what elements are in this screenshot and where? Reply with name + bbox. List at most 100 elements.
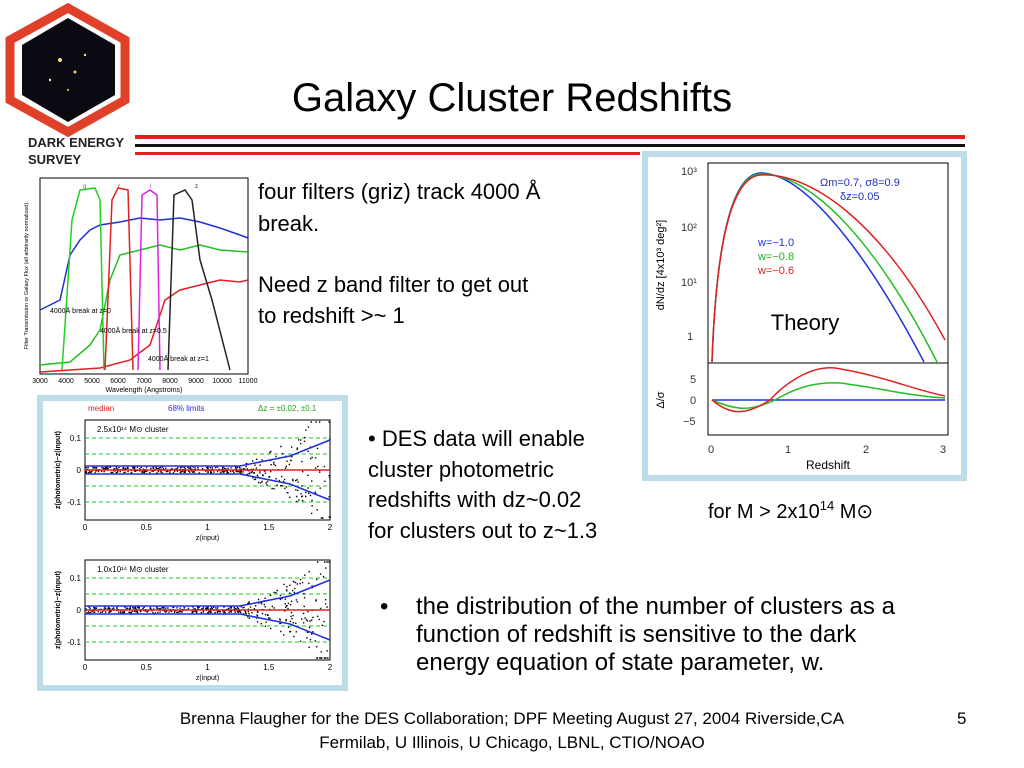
band-label: i xyxy=(150,184,151,190)
y-label: z(photometric)−z(input) xyxy=(55,571,62,649)
x-label: Redshift xyxy=(806,458,851,472)
filter-g xyxy=(61,187,105,371)
logo-star xyxy=(83,53,87,57)
legend-entry: 68% limits xyxy=(168,404,204,413)
bullet-text: function of redshift is sensitive to the… xyxy=(416,621,857,648)
plot-background xyxy=(642,151,967,481)
params: δz=0.05 xyxy=(840,191,879,203)
x-tick-label: 0.5 xyxy=(141,663,153,672)
body-text: break. xyxy=(258,211,319,236)
legend-entry: w=−1.0 xyxy=(757,237,794,249)
y-tick-label: -0.1 xyxy=(67,638,81,647)
bullet-text: energy equation of state parameter, w. xyxy=(416,649,824,676)
logo-star xyxy=(67,89,69,91)
logo-hexagon xyxy=(5,2,130,138)
y-tick-label: 0 xyxy=(690,395,696,407)
x-tick-label: 10000 xyxy=(212,378,232,385)
y-tick-label: 0.1 xyxy=(70,434,82,443)
y-label: dN/dz [4x10³ deg²] xyxy=(655,220,667,311)
x-label: z(input) xyxy=(196,535,219,542)
body-text: • DES data will enable xyxy=(368,426,585,451)
footer: Fermilab, U Illinois, U Chicago, LBNL, C… xyxy=(319,733,704,752)
band-label: r xyxy=(118,184,120,190)
x-tick-label: 0 xyxy=(83,663,88,672)
annotation: 4000Å break at z=0 xyxy=(50,306,111,315)
y-tick-label: 0 xyxy=(77,466,82,475)
y-tick-label: 0.1 xyxy=(70,574,82,583)
body-text: for clusters out to z~1.3 xyxy=(368,518,597,543)
resid-w08 xyxy=(711,382,946,409)
legend-entry: w=−0.6 xyxy=(757,265,794,277)
x-tick-label: 1.5 xyxy=(263,523,275,532)
bullet-text: the distribution of the number of cluste… xyxy=(416,593,896,620)
mass-note-exponent: 14 xyxy=(820,498,834,513)
logo: DARK ENERGY SURVEY xyxy=(5,2,130,167)
y-label: Δ/σ xyxy=(655,391,667,408)
x-tick-label: 0 xyxy=(83,523,88,532)
x-tick-label: 8000 xyxy=(162,378,178,385)
filter-r xyxy=(104,187,134,371)
x-tick-label: 1 xyxy=(785,444,791,456)
mass-note-suffix: M⊙ xyxy=(834,501,873,523)
mass-note: for M > 2x1014 M⊙ xyxy=(708,498,873,523)
logo-image xyxy=(22,18,115,122)
filter-i xyxy=(137,189,161,371)
mass-note-prefix: for M > 2x10 xyxy=(708,501,820,523)
theory-label: Theory xyxy=(771,310,839,335)
limits-68 xyxy=(85,439,331,501)
body-text: Need z band filter to get out xyxy=(258,272,528,297)
x-label: z(input) xyxy=(196,675,219,682)
x-tick-label: 9000 xyxy=(188,378,204,385)
rule xyxy=(135,135,965,139)
band-label: g xyxy=(83,184,86,190)
x-tick-label: 2 xyxy=(328,663,333,672)
limits-68 xyxy=(85,579,331,641)
spectrum-z0 xyxy=(39,217,249,311)
y-tick-label: 1 xyxy=(687,331,693,343)
plot-frame xyxy=(39,177,249,375)
logo-text: DARK ENERGY xyxy=(28,135,124,150)
logo-star xyxy=(58,58,62,62)
panel-label: 1.0x10¹⁴ M⊙ cluster xyxy=(97,565,169,574)
legend-entry: Δz = ±0.02, ±0.1 xyxy=(258,404,317,413)
filter-plot: g r i z 4000Å break at z=0 4000Å break a… xyxy=(18,170,258,400)
legend-entry: w=−0.8 xyxy=(757,251,794,263)
x-tick-label: 4000 xyxy=(58,378,74,385)
filter-z xyxy=(167,189,231,371)
x-tick-label: 11000 xyxy=(239,378,258,385)
y-label: z(photometric)−z(input) xyxy=(55,431,62,509)
plot-background xyxy=(18,170,255,400)
page-number: 5 xyxy=(957,709,966,728)
x-tick-label: 2 xyxy=(863,444,869,456)
body-text: cluster photometric xyxy=(368,457,554,482)
x-tick-label: 1.5 xyxy=(263,663,275,672)
title: Galaxy Cluster Redshifts xyxy=(292,76,732,120)
x-tick-label: 6000 xyxy=(110,378,126,385)
x-tick-label: 5000 xyxy=(84,378,100,385)
photoz-plot: median 68% limits Δz = ±0.02, ±0.1 2.5x1… xyxy=(37,395,348,691)
logo-text: SURVEY xyxy=(28,152,82,167)
logo-star xyxy=(73,70,77,74)
y-tick-label: 5 xyxy=(690,374,696,386)
y-tick-label: −5 xyxy=(683,416,696,428)
x-ticks: 3000 4000 5000 6000 7000 8000 9000 10000 11000 xyxy=(32,378,257,385)
x-tick-label: 0.5 xyxy=(141,523,153,532)
panel-label: 2.5x10¹⁴ M⊙ cluster xyxy=(97,425,169,434)
x-tick-label: 3 xyxy=(940,444,946,456)
annotation: 4000Å break at z=0.5 xyxy=(100,326,167,335)
resid-w06 xyxy=(711,367,946,413)
x-tick-label: 2 xyxy=(328,523,333,532)
rule xyxy=(135,144,965,147)
plot-background xyxy=(37,395,348,691)
body-text: redshifts with dz~0.02 xyxy=(368,487,581,512)
body-text: four filters (griz) track 4000 Å xyxy=(258,179,541,204)
logo-star xyxy=(48,78,52,82)
curve-w06 xyxy=(711,174,946,363)
x-label: Wavelength (Angstroms) xyxy=(106,387,183,394)
x-tick-label: 1 xyxy=(205,663,210,672)
y-tick-label: 10¹ xyxy=(681,277,697,289)
params: Ωm=0.7, σ8=0.9 xyxy=(820,177,900,189)
y-tick-label: -0.1 xyxy=(67,498,81,507)
